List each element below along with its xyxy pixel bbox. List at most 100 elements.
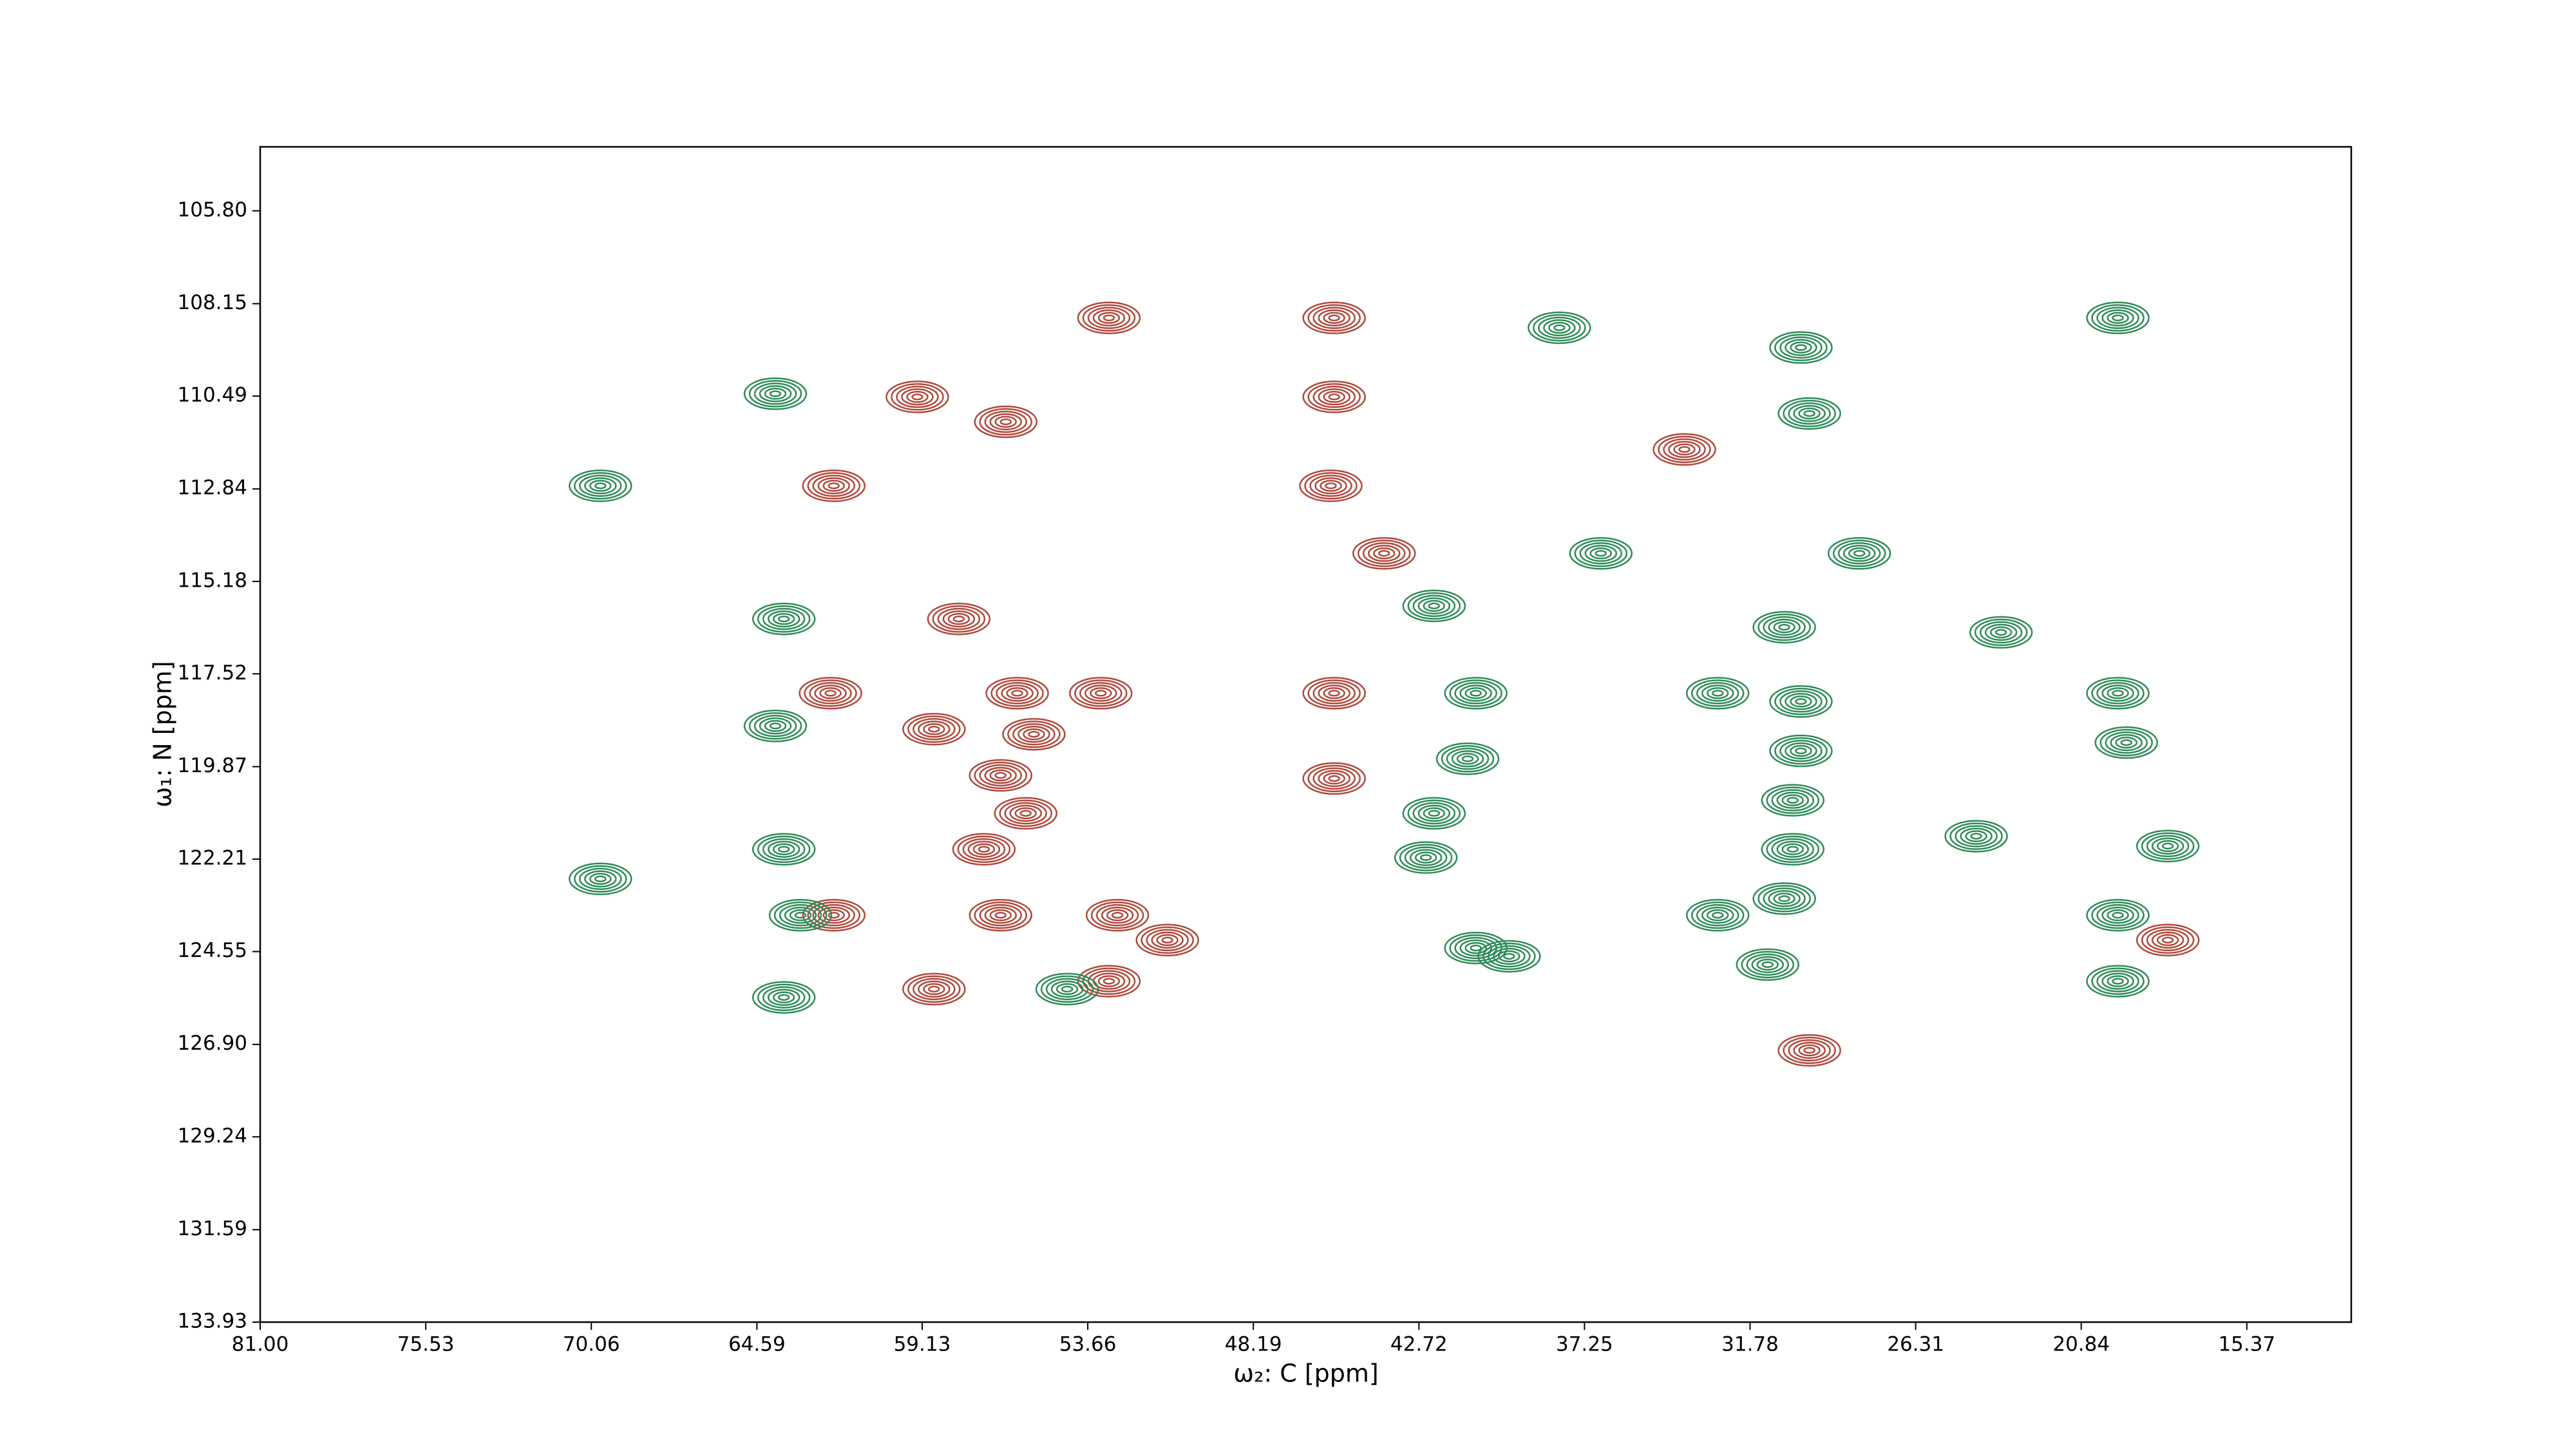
contour-level: [1653, 433, 1716, 466]
contour-level: [748, 712, 802, 740]
contour-level: [2161, 842, 2174, 850]
contour-level: [1785, 339, 1817, 356]
contour-level: [906, 391, 929, 403]
contour-level: [1367, 544, 1401, 562]
contour-level: [1095, 904, 1139, 927]
contour-level: [1553, 324, 1566, 332]
contour-level: [1574, 539, 1628, 567]
contour-level: [1779, 690, 1823, 713]
contour-level: [907, 715, 961, 743]
contour-level: [784, 906, 817, 924]
contour-level: [1146, 929, 1189, 952]
contour-level: [1690, 679, 1745, 707]
contour-level: [1082, 304, 1136, 332]
contour-level: [1328, 775, 1340, 782]
contour-level: [1459, 685, 1492, 702]
contour-level: [1783, 399, 1836, 428]
contour-level: [1079, 682, 1122, 705]
contour-level: [1412, 594, 1456, 618]
contour-level: [1014, 807, 1037, 820]
contour-level: [2091, 967, 2145, 995]
contour-level: [932, 605, 986, 633]
contour-level: [918, 980, 951, 998]
contour-level: [1803, 410, 1815, 417]
contour-level: [809, 682, 852, 705]
contour-level: [1685, 898, 1750, 932]
contour-level: [901, 388, 934, 406]
contour-level: [2156, 934, 2179, 947]
contour-level: [1766, 786, 1820, 814]
contour-level: [1417, 804, 1451, 822]
contour-level: [1776, 791, 1810, 809]
contour-level: [1399, 844, 1453, 871]
contour-level: [1095, 690, 1107, 697]
contour-level: [802, 469, 866, 502]
contour-level: [989, 413, 1022, 431]
contour-level: [1404, 846, 1448, 869]
contour-level: [828, 911, 840, 919]
contour-level: [2141, 926, 2195, 954]
contour-level: [1768, 890, 1801, 907]
contour-level: [1701, 685, 1734, 702]
contour-level: [1752, 882, 1816, 915]
contour-level: [1444, 677, 1508, 710]
contour-level: [937, 607, 981, 630]
contour-level: [2091, 679, 2145, 707]
contour-level: [1769, 685, 1833, 718]
contour-level: [1307, 679, 1361, 707]
contour-level: [928, 725, 940, 733]
contour-level: [1074, 679, 1128, 707]
contour-level: [974, 901, 1027, 929]
y-tick-label: 122.21: [178, 847, 247, 870]
contour-level: [1106, 909, 1129, 922]
contour-level: [768, 898, 833, 932]
contour-level: [2107, 975, 2129, 987]
contour-level: [759, 385, 792, 402]
contour-level: [1454, 682, 1497, 705]
contour-level: [799, 677, 862, 710]
contour-level: [1584, 544, 1618, 562]
contour-level: [913, 717, 956, 741]
contour-level: [748, 380, 802, 408]
contour-level: [743, 710, 808, 743]
y-tick-label: 108.15: [178, 291, 247, 314]
contour-level: [984, 906, 1017, 924]
contour-level: [777, 615, 790, 623]
contour-level: [923, 723, 945, 735]
contour-level: [1402, 797, 1466, 830]
contour-level: [743, 377, 808, 410]
contour-level: [2146, 835, 2190, 858]
contour-level: [1320, 480, 1342, 492]
contour-level: [1803, 1046, 1815, 1054]
contour-level: [1848, 547, 1871, 560]
contour-level: [979, 408, 1032, 436]
contour-level: [1092, 309, 1126, 327]
contour-level: [1082, 967, 1136, 995]
contour-level: [579, 867, 622, 890]
contour-level: [817, 477, 850, 495]
contour-level: [2110, 734, 2143, 752]
contour-level: [984, 766, 1017, 784]
contour-level: [757, 605, 811, 633]
contour-level: [772, 843, 795, 855]
contour-level: [1969, 616, 2033, 649]
contour-level: [589, 873, 612, 885]
contour-level: [1668, 440, 1701, 459]
contour-level: [1111, 911, 1124, 919]
contour-level: [1141, 926, 1194, 954]
contour-level: [2101, 309, 2134, 327]
contour-level: [1302, 301, 1366, 334]
contour-level: [1790, 696, 1812, 708]
contour-level: [1002, 717, 1066, 751]
y-tick-label: 129.24: [178, 1124, 247, 1148]
contour-level: [1001, 685, 1034, 702]
contour-level: [1786, 846, 1799, 853]
contour-level: [1533, 314, 1586, 342]
contour-level: [1984, 623, 2018, 641]
contour-level: [1658, 435, 1711, 464]
contour-level: [1696, 682, 1739, 705]
contour-level: [1595, 549, 1607, 557]
y-tick-label: 115.18: [178, 569, 247, 592]
contour-level: [772, 612, 795, 625]
contour-level: [994, 911, 1007, 919]
